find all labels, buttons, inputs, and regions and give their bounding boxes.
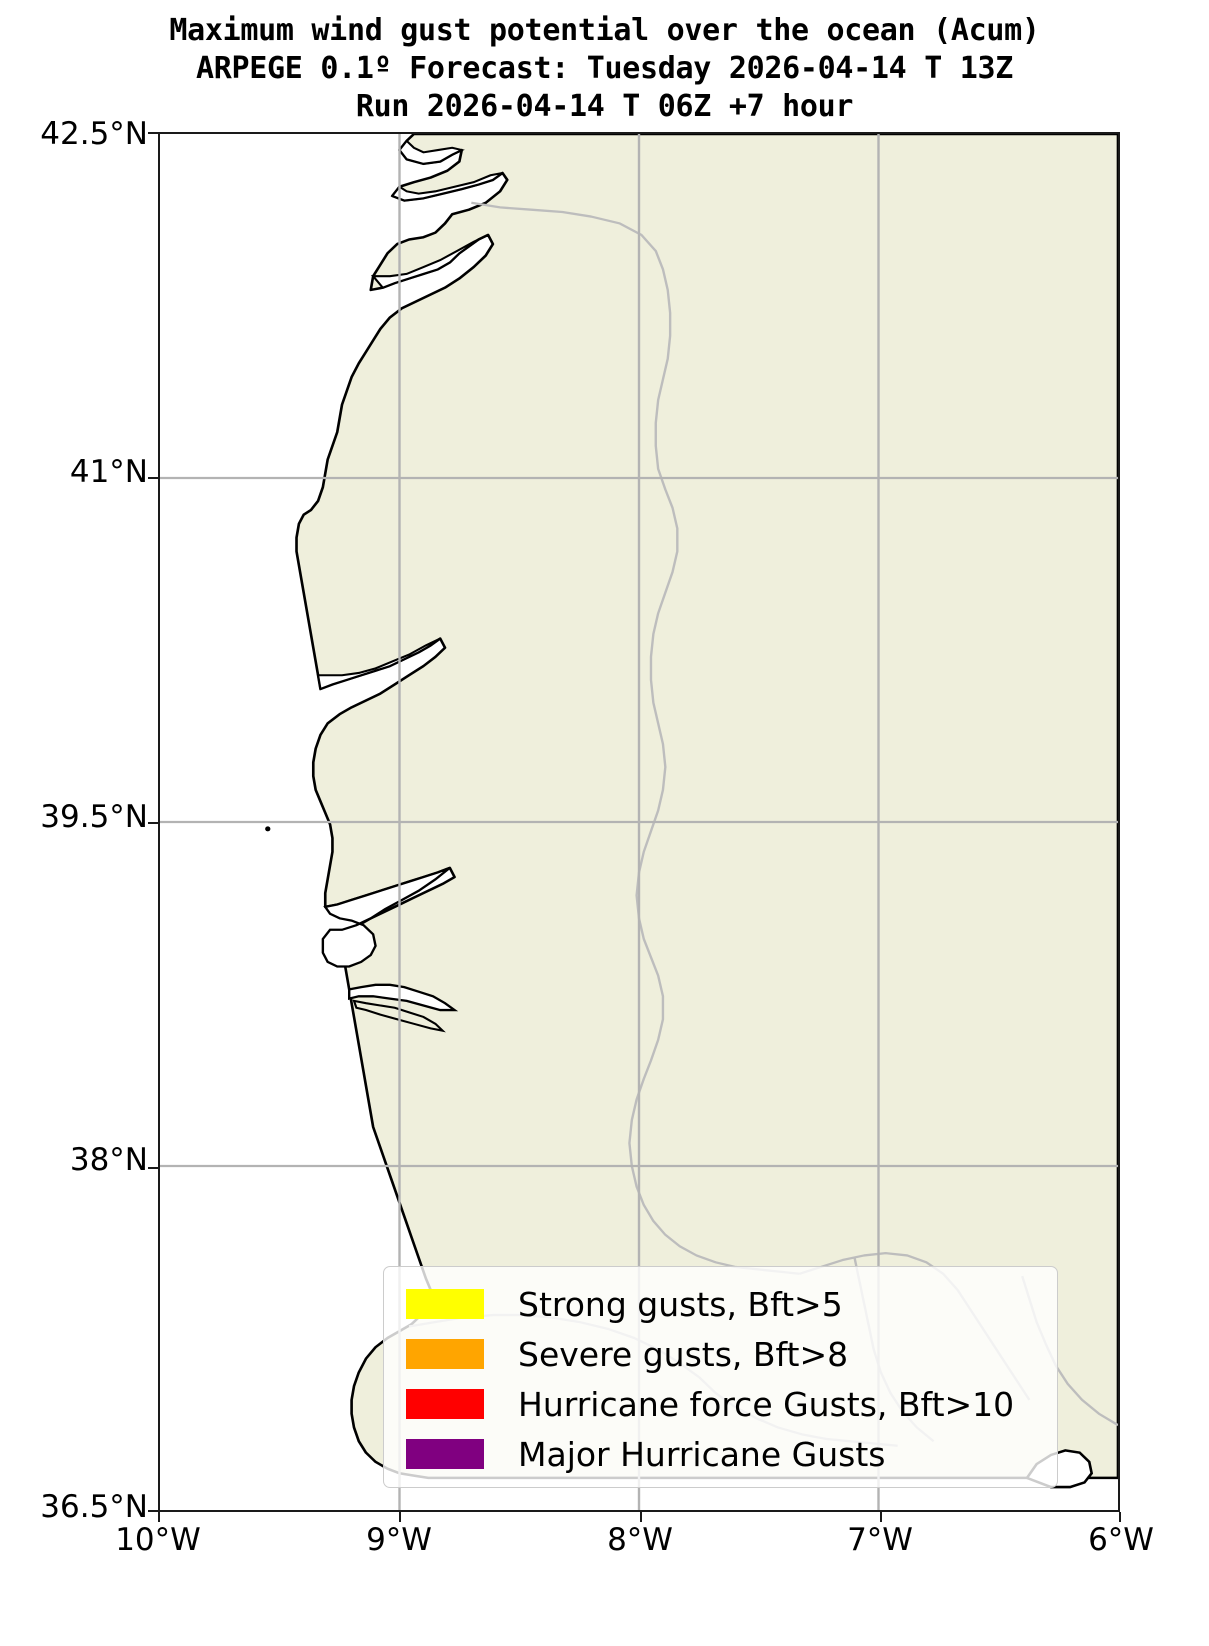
map-clip bbox=[160, 134, 1118, 1510]
xtick-mark-10W bbox=[158, 1512, 160, 1522]
title-line-2: ARPEGE 0.1º Forecast: Tuesday 2026-04-14… bbox=[195, 51, 1014, 86]
offshore-islet-marker bbox=[265, 826, 271, 832]
xtick-mark-7W bbox=[880, 1512, 882, 1522]
map-plot-area[interactable]: Strong gusts, Bft>5 Severe gusts, Bft>8 … bbox=[158, 132, 1120, 1512]
legend-label-hurricane-force-gusts: Hurricane force Gusts, Bft>10 bbox=[518, 1384, 1015, 1424]
xtick-mark-8W bbox=[640, 1512, 642, 1522]
legend-label-strong-gusts: Strong gusts, Bft>5 bbox=[518, 1284, 843, 1324]
ria-inlet-north-1 bbox=[398, 139, 465, 165]
chart-title-block: Maximum wind gust potential over the oce… bbox=[0, 12, 1209, 126]
xtick-label-10W: 10°W bbox=[115, 1522, 201, 1558]
ytick-label-39-5N: 39.5°N bbox=[40, 799, 148, 835]
legend-swatch-major-hurricane-gusts bbox=[406, 1439, 484, 1469]
ytick-mark-36-5N bbox=[148, 1510, 158, 1512]
xtick-label-7W: 7°W bbox=[847, 1522, 913, 1558]
ytick-mark-39-5N bbox=[148, 822, 158, 824]
xtick-label-8W: 8°W bbox=[607, 1522, 673, 1558]
ytick-mark-41N bbox=[148, 477, 158, 479]
tagus-estuary bbox=[321, 866, 451, 968]
ytick-label-42-5N: 42.5°N bbox=[40, 116, 148, 152]
legend-label-major-hurricane-gusts: Major Hurricane Gusts bbox=[518, 1434, 886, 1474]
ytick-label-36-5N: 36.5°N bbox=[40, 1489, 148, 1525]
legend-swatch-severe-gusts bbox=[406, 1339, 484, 1369]
legend-row-strong-gusts[interactable]: Strong gusts, Bft>5 bbox=[384, 1279, 1057, 1329]
xtick-label-9W: 9°W bbox=[366, 1522, 432, 1558]
legend-row-major-hurricane-gusts[interactable]: Major Hurricane Gusts bbox=[384, 1429, 1057, 1479]
xtick-mark-9W bbox=[399, 1512, 401, 1522]
xtick-mark-6W bbox=[1119, 1512, 1121, 1522]
legend-label-severe-gusts: Severe gusts, Bft>8 bbox=[518, 1334, 849, 1374]
ytick-mark-42-5N bbox=[148, 132, 158, 134]
ytick-label-38N: 38°N bbox=[69, 1142, 148, 1178]
gust-category-legend[interactable]: Strong gusts, Bft>5 Severe gusts, Bft>8 … bbox=[383, 1266, 1058, 1488]
sado-estuary bbox=[348, 983, 459, 1012]
legend-row-severe-gusts[interactable]: Severe gusts, Bft>8 bbox=[384, 1329, 1057, 1379]
xtick-label-6W: 6°W bbox=[1088, 1522, 1154, 1558]
ria-inlet-north-2 bbox=[390, 171, 504, 202]
title-line-3: Run 2026-04-14 T 06Z +7 hour bbox=[355, 89, 854, 124]
ytick-label-41N: 41°N bbox=[69, 454, 148, 490]
ria-inlet-north-3 bbox=[370, 233, 489, 289]
ytick-mark-38N bbox=[148, 1167, 158, 1169]
legend-swatch-strong-gusts bbox=[406, 1289, 484, 1319]
ria-aveiro bbox=[316, 637, 441, 691]
legend-swatch-hurricane-force-gusts bbox=[406, 1389, 484, 1419]
title-line-1: Maximum wind gust potential over the oce… bbox=[169, 13, 1040, 48]
legend-row-hurricane-force-gusts[interactable]: Hurricane force Gusts, Bft>10 bbox=[384, 1379, 1057, 1429]
map-canvas bbox=[160, 134, 1118, 1510]
troia-spit bbox=[352, 999, 446, 1033]
